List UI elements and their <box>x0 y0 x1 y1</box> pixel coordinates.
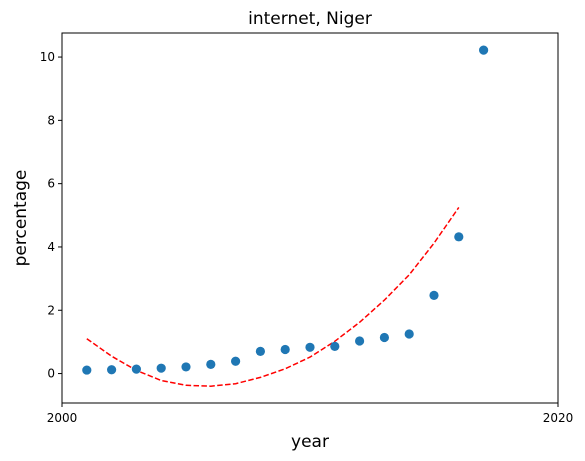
data-point <box>131 364 141 374</box>
data-point <box>305 342 315 352</box>
y-axis-label: percentage <box>11 170 31 267</box>
data-point <box>181 362 191 372</box>
data-point <box>156 363 166 373</box>
data-point <box>280 344 290 355</box>
plot-area <box>82 45 489 387</box>
data-point <box>82 365 92 375</box>
ticks: 0 2 4 6 8 10 2000 2020 <box>40 50 574 425</box>
data-point <box>107 365 117 375</box>
data-point <box>404 329 414 339</box>
y-tick-label: 4 <box>47 240 55 254</box>
data-point <box>355 336 365 346</box>
y-tick-label: 8 <box>47 113 55 127</box>
x-tick-label: 2020 <box>543 411 574 425</box>
y-tick-label: 2 <box>47 303 55 317</box>
data-point <box>429 290 439 300</box>
chart-title: internet, Niger <box>248 9 372 29</box>
data-point <box>255 346 265 357</box>
data-point <box>330 341 340 351</box>
data-point <box>379 332 389 343</box>
fit-line <box>86 206 460 387</box>
data-point <box>231 356 241 366</box>
data-point <box>479 45 489 55</box>
data-point <box>454 232 464 242</box>
y-tick-label: 0 <box>47 367 55 381</box>
data-point <box>206 359 216 369</box>
y-tick-label: 6 <box>47 177 55 191</box>
y-tick-label: 10 <box>40 50 55 64</box>
axes-frame <box>61 32 559 404</box>
x-tick-label: 2000 <box>47 411 78 425</box>
x-axis-label: year <box>291 432 329 452</box>
